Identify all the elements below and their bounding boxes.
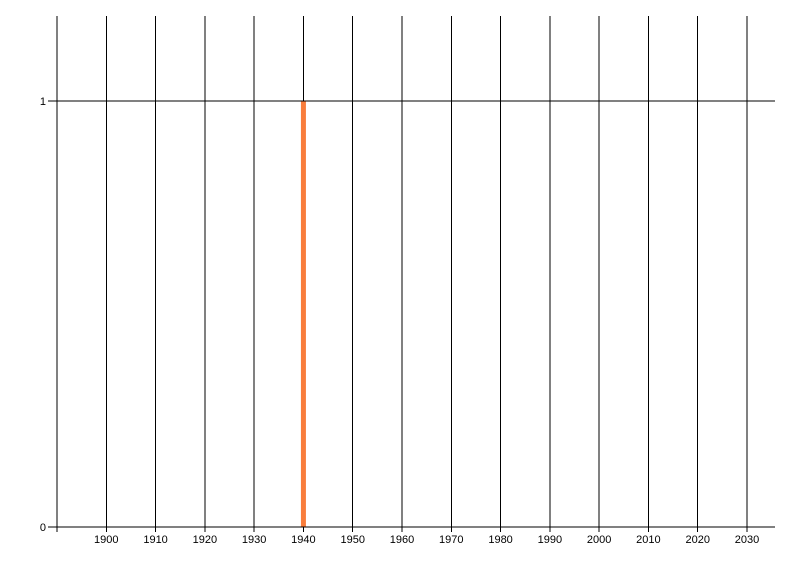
x-tick-label-1940: 1940 (291, 534, 315, 546)
x-tick-label-1900: 1900 (94, 534, 118, 546)
x-tick-label-1970: 1970 (439, 534, 463, 546)
x-tick-label-1960: 1960 (390, 534, 414, 546)
x-tick-label-1950: 1950 (340, 534, 364, 546)
x-tick-label-1980: 1980 (488, 534, 512, 546)
bar-1940 (300, 101, 306, 527)
x-tick-label-2020: 2020 (685, 534, 709, 546)
x-tick-label-2000: 2000 (587, 534, 611, 546)
x-tick-label-2030: 2030 (735, 534, 759, 546)
x-tick-label-1910: 1910 (143, 534, 167, 546)
y-tick-label-0: 0 (40, 522, 46, 534)
x-tick-label-1920: 1920 (193, 534, 217, 546)
y-tick-label-1: 1 (40, 96, 46, 108)
x-tick-label-1990: 1990 (538, 534, 562, 546)
x-tick-label-2010: 2010 (636, 534, 660, 546)
x-tick-label-1930: 1930 (242, 534, 266, 546)
